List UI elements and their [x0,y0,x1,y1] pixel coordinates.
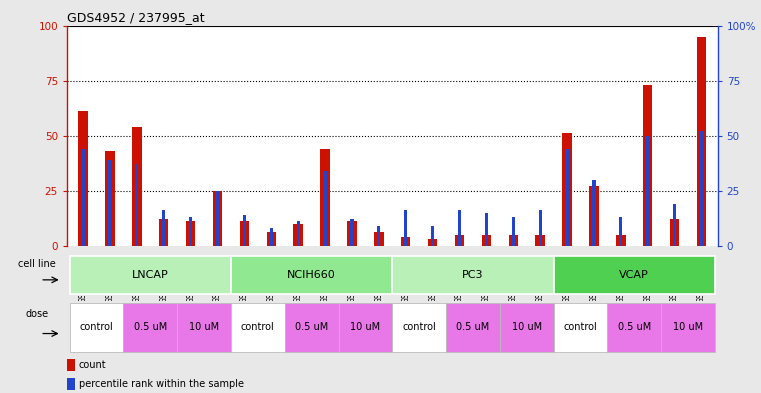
Bar [404,210,407,246]
Text: control: control [403,322,436,332]
Text: NCIH660: NCIH660 [287,270,336,280]
Bar [392,303,446,352]
Bar [536,235,545,246]
Bar [377,226,380,246]
Bar [123,303,177,352]
Text: cell line: cell line [18,259,56,269]
Text: LNCAP: LNCAP [132,270,169,280]
Bar [485,213,488,246]
Text: control: control [241,322,275,332]
Bar [539,210,542,246]
Bar [67,378,75,390]
Text: percentile rank within the sample: percentile rank within the sample [79,379,244,389]
Bar [374,232,384,246]
Bar [589,186,599,246]
Text: count: count [79,360,107,370]
Bar [240,221,249,246]
Text: 10 uM: 10 uM [350,322,380,332]
Bar [186,221,196,246]
Text: 0.5 uM: 0.5 uM [618,322,651,332]
Text: dose: dose [25,309,49,319]
Bar [616,235,626,246]
Text: GDS4952 / 237995_at: GDS4952 / 237995_at [67,11,205,24]
Bar [297,221,300,246]
Text: 0.5 uM: 0.5 uM [457,322,489,332]
Bar [231,256,393,294]
Bar [619,217,622,246]
Bar [266,232,276,246]
Text: 10 uM: 10 uM [189,322,219,332]
Text: 0.5 uM: 0.5 uM [295,322,328,332]
Bar [323,171,326,246]
Bar [607,303,661,352]
Bar [553,256,715,294]
Bar [320,149,330,246]
Bar [70,256,231,294]
Bar [553,303,607,352]
Text: 0.5 uM: 0.5 uM [134,322,167,332]
Bar [428,239,438,246]
Bar [189,217,193,246]
Bar [67,359,75,371]
Text: 10 uM: 10 uM [673,322,703,332]
Bar [431,226,435,246]
Bar [135,164,139,246]
Bar [231,303,285,352]
Bar [482,235,491,246]
Bar [339,303,393,352]
Text: VCAP: VCAP [619,270,649,280]
Bar [108,160,112,246]
Bar [78,111,88,246]
Bar [458,210,461,246]
Bar [216,191,219,246]
Text: control: control [80,322,113,332]
Bar [162,210,165,246]
Text: 10 uM: 10 uM [511,322,542,332]
Bar [700,131,703,246]
Bar [697,37,706,246]
Bar [670,219,680,246]
Bar [565,149,568,246]
Bar [401,237,410,246]
Text: PC3: PC3 [462,270,484,280]
Bar [81,149,84,246]
Bar [159,219,168,246]
Bar [446,303,500,352]
Bar [643,85,652,246]
Bar [508,235,518,246]
Bar [392,256,553,294]
Bar [661,303,715,352]
Bar [350,219,354,246]
Bar [132,127,142,246]
Bar [500,303,553,352]
Bar [243,215,246,246]
Bar [562,133,572,246]
Bar [70,303,123,352]
Bar [646,136,649,246]
Bar [511,217,515,246]
Bar [177,303,231,352]
Bar [269,228,273,246]
Bar [592,180,596,246]
Bar [105,151,115,246]
Text: control: control [564,322,597,332]
Bar [455,235,464,246]
Bar [673,204,677,246]
Bar [294,224,303,246]
Bar [285,303,339,352]
Bar [347,221,357,246]
Bar [213,191,222,246]
